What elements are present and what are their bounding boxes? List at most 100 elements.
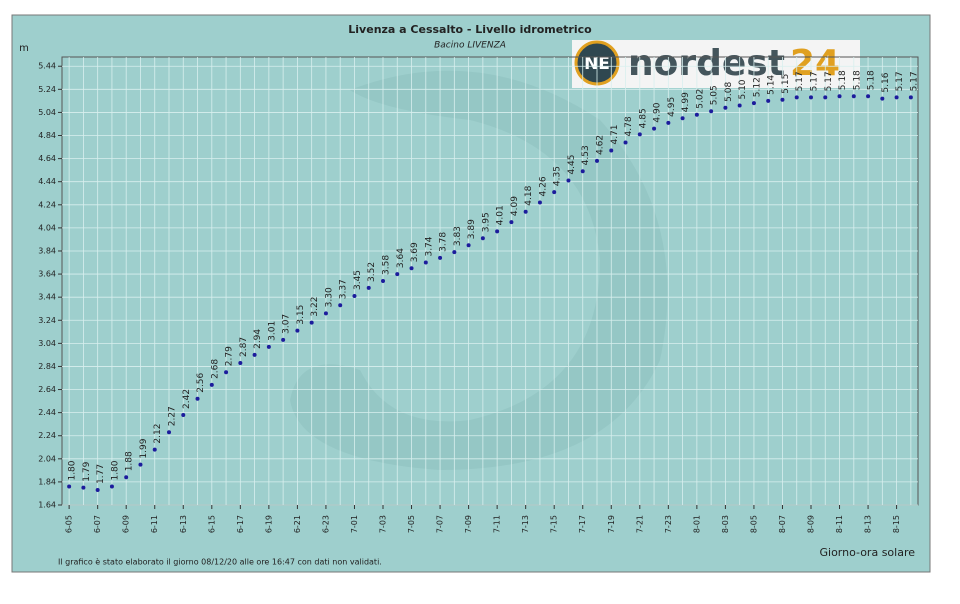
data-point: [837, 94, 842, 99]
x-tick-label: 6-09: [122, 515, 131, 533]
data-point: [323, 311, 328, 316]
x-tick-label: 7-01: [350, 515, 359, 533]
y-tick-label: 3.24: [38, 316, 56, 325]
data-label: 5.14: [767, 75, 777, 95]
x-tick-label: 8-05: [749, 515, 758, 533]
data-point: [794, 95, 799, 100]
data-label: 2.87: [239, 337, 249, 357]
x-tick-label: 8-03: [721, 515, 730, 533]
data-label: 3.15: [296, 305, 306, 325]
data-label: 3.22: [310, 297, 320, 317]
data-point: [366, 285, 371, 290]
y-tick-label: 1.64: [38, 501, 56, 510]
data-label: 3.64: [396, 248, 406, 268]
data-label: 3.83: [453, 226, 463, 246]
data-label: 4.45: [567, 154, 577, 174]
data-point: [523, 209, 528, 214]
data-point: [167, 430, 171, 435]
y-tick-label: 5.04: [38, 108, 56, 117]
y-tick-label: 3.44: [38, 293, 56, 302]
data-label: 4.01: [496, 205, 506, 225]
data-label: 2.12: [153, 424, 163, 444]
data-label: 3.58: [382, 255, 392, 275]
data-label: 3.74: [424, 236, 434, 256]
x-tick-label: 6-15: [207, 515, 216, 533]
data-label: 4.90: [653, 102, 663, 122]
data-label: 4.53: [581, 145, 591, 165]
data-label: 3.52: [367, 262, 377, 282]
data-point: [466, 243, 471, 248]
chart-subtitle: Bacino LIVENZA: [434, 41, 506, 51]
data-point: [266, 344, 271, 349]
data-point: [295, 328, 300, 333]
data-point: [894, 95, 899, 100]
x-tick-label: 8-13: [864, 515, 873, 533]
data-label: 3.01: [267, 321, 277, 341]
data-label: 5.18: [838, 70, 848, 90]
data-point: [823, 95, 828, 100]
x-tick-label: 8-11: [835, 515, 844, 533]
data-point: [152, 447, 157, 452]
x-axis-label: Giorno-ora solare: [819, 546, 915, 559]
data-point: [95, 487, 100, 492]
data-point: [181, 412, 186, 417]
data-point: [352, 294, 357, 299]
data-point: [423, 260, 428, 265]
x-tick-label: 7-23: [664, 515, 673, 533]
x-tick-label: 8-09: [807, 515, 816, 533]
x-tick-label: 6-23: [321, 515, 330, 533]
data-point: [124, 475, 129, 480]
y-tick-label: 2.24: [38, 431, 56, 440]
data-label: 5.17: [795, 71, 805, 91]
data-point: [566, 178, 571, 183]
x-tick-label: 7-07: [436, 515, 445, 533]
x-tick-label: 7-05: [407, 515, 416, 533]
footnote: Il grafico è stato elaborato il giorno 0…: [58, 557, 382, 567]
data-label: 4.71: [610, 124, 620, 144]
data-label: 5.15: [781, 74, 791, 94]
data-label: 5.18: [852, 70, 862, 90]
data-point: [908, 95, 913, 100]
data-label: 3.95: [481, 212, 491, 232]
data-point: [238, 360, 243, 365]
y-tick-label: 3.64: [38, 270, 56, 279]
x-tick-label: 7-21: [635, 515, 644, 533]
y-tick-label: 2.44: [38, 408, 56, 417]
x-tick-label: 7-13: [521, 515, 530, 533]
data-label: 2.79: [225, 346, 235, 366]
data-label: 4.62: [596, 135, 606, 155]
y-tick-label: 5.44: [38, 62, 56, 71]
x-tick-label: 8-07: [778, 515, 787, 533]
data-point: [580, 169, 585, 174]
data-label: 4.26: [538, 176, 548, 196]
data-point: [780, 97, 785, 102]
x-tick-label: 7-11: [493, 515, 502, 533]
data-point: [281, 337, 286, 342]
y-tick-label: 2.04: [38, 454, 56, 463]
x-tick-label: 8-15: [892, 515, 901, 533]
data-label: 4.18: [524, 185, 534, 205]
data-point: [495, 229, 500, 234]
data-point: [709, 109, 714, 114]
data-point: [652, 126, 657, 131]
data-point: [723, 105, 728, 110]
data-point: [509, 220, 514, 225]
x-tick-label: 6-13: [179, 515, 188, 533]
data-label: 1.79: [82, 461, 92, 481]
data-point: [623, 140, 628, 145]
data-label: 4.35: [553, 166, 563, 186]
data-label: 4.09: [510, 196, 520, 216]
data-label: 5.18: [867, 70, 877, 90]
data-point: [751, 101, 756, 106]
x-tick-label: 7-17: [578, 515, 587, 533]
y-tick-label: 3.84: [38, 246, 56, 255]
chart-title: Livenza a Cessalto - Livello idrometrico: [348, 23, 592, 36]
watermark: [290, 70, 668, 470]
data-point: [537, 200, 542, 205]
data-label: 1.88: [125, 451, 135, 471]
x-tick-label: 7-15: [550, 515, 559, 533]
data-point: [224, 370, 229, 375]
data-label: 5.05: [710, 85, 720, 105]
data-point: [809, 95, 813, 100]
